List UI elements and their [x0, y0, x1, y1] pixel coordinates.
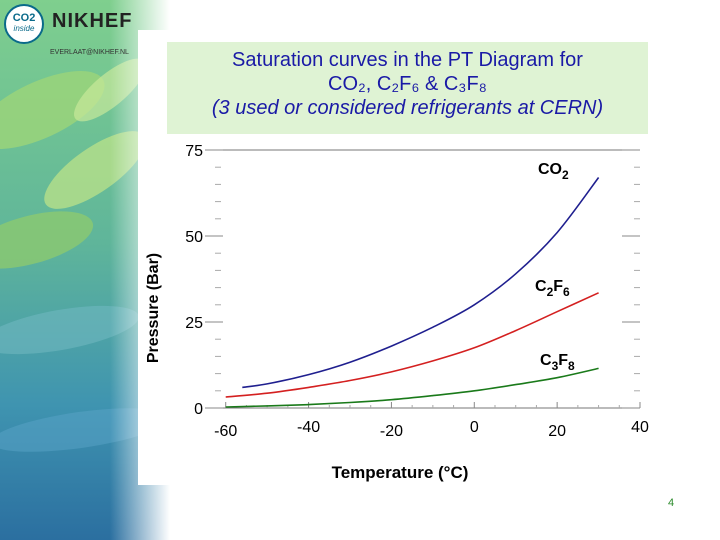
chart-frame [205, 149, 640, 409]
slide-title-box: Saturation curves in the PT Diagram for … [167, 42, 648, 134]
title-line-2: CO₂, C₂F₆ & C₃F₈ [328, 73, 487, 95]
co2-curve [242, 177, 600, 389]
title-line-1: Saturation curves in the PT Diagram for [232, 49, 583, 71]
c3f8-label: C3F8 [540, 352, 575, 373]
y-tick-label: 75 [185, 143, 203, 160]
contact-email: EVERLAAT@NIKHEF.NL [50, 49, 129, 56]
c2f6-label: C2F6 [535, 278, 570, 299]
y-tick-label: 50 [185, 229, 203, 246]
logo-co2-text: CO2 [12, 12, 36, 24]
co2-label: CO2 [538, 161, 569, 182]
nikhef-logo: NIKHEF [52, 10, 133, 32]
x-tick-label: 0 [470, 419, 479, 436]
c2f6-curve [225, 292, 599, 398]
x-tick-label: -40 [297, 419, 320, 436]
chart-series [225, 177, 600, 408]
x-tick-label: -20 [380, 423, 403, 440]
x-axis-label: Temperature (°C) [332, 463, 469, 482]
y-tick-label: 25 [185, 315, 203, 332]
x-tick-label: 20 [548, 423, 566, 440]
x-tick-label: 40 [631, 419, 649, 436]
chart-labels: 0 25 50 75 -60 -40 -20 0 20 40 Temperature (°C) Pre… [145, 143, 649, 482]
y-axis-label: Pressure (Bar) [145, 253, 162, 363]
logo-inside-text: inside [13, 24, 35, 33]
y-tick-label: 0 [194, 401, 203, 418]
page-number: 4 [668, 497, 675, 509]
co2-inside-logo: CO2 inside [4, 4, 44, 44]
logo-group: CO2 inside NIKHEF EVERLAAT@NIKHEF.NL [0, 0, 134, 64]
title-line-3: (3 used or considered refrigerants at CE… [211, 97, 604, 119]
x-tick-label: -60 [214, 423, 237, 440]
c3f8-curve [225, 367, 599, 408]
chart-ticks [205, 149, 641, 409]
